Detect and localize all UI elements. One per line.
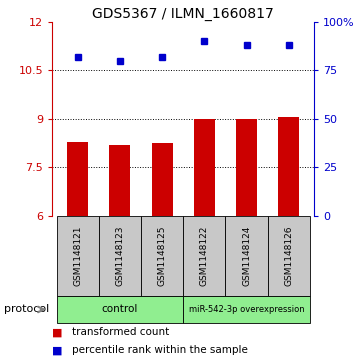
Text: transformed count: transformed count [72,327,169,337]
Title: GDS5367 / ILMN_1660817: GDS5367 / ILMN_1660817 [92,7,274,21]
Text: GSM1148125: GSM1148125 [158,226,166,286]
Bar [236,119,257,216]
Text: control: control [102,305,138,314]
Bar [268,216,310,296]
Text: GSM1148126: GSM1148126 [284,226,293,286]
Text: ■: ■ [52,345,63,355]
Bar [141,216,183,296]
Text: ■: ■ [52,327,63,337]
Bar [109,145,130,216]
Text: GSM1148124: GSM1148124 [242,226,251,286]
Text: GSM1148123: GSM1148123 [116,226,125,286]
Bar [183,216,225,296]
Bar [57,216,99,296]
Text: GSM1148122: GSM1148122 [200,226,209,286]
Bar [183,296,310,323]
Bar [67,142,88,216]
Text: percentile rank within the sample: percentile rank within the sample [72,345,248,355]
Text: miR-542-3p overexpression: miR-542-3p overexpression [189,305,304,314]
Text: GSM1148121: GSM1148121 [73,226,82,286]
Bar [194,119,215,216]
Text: protocol: protocol [4,305,49,314]
Bar [57,296,183,323]
Bar [99,216,141,296]
Bar [152,143,173,216]
Bar [225,216,268,296]
Bar [278,117,299,216]
